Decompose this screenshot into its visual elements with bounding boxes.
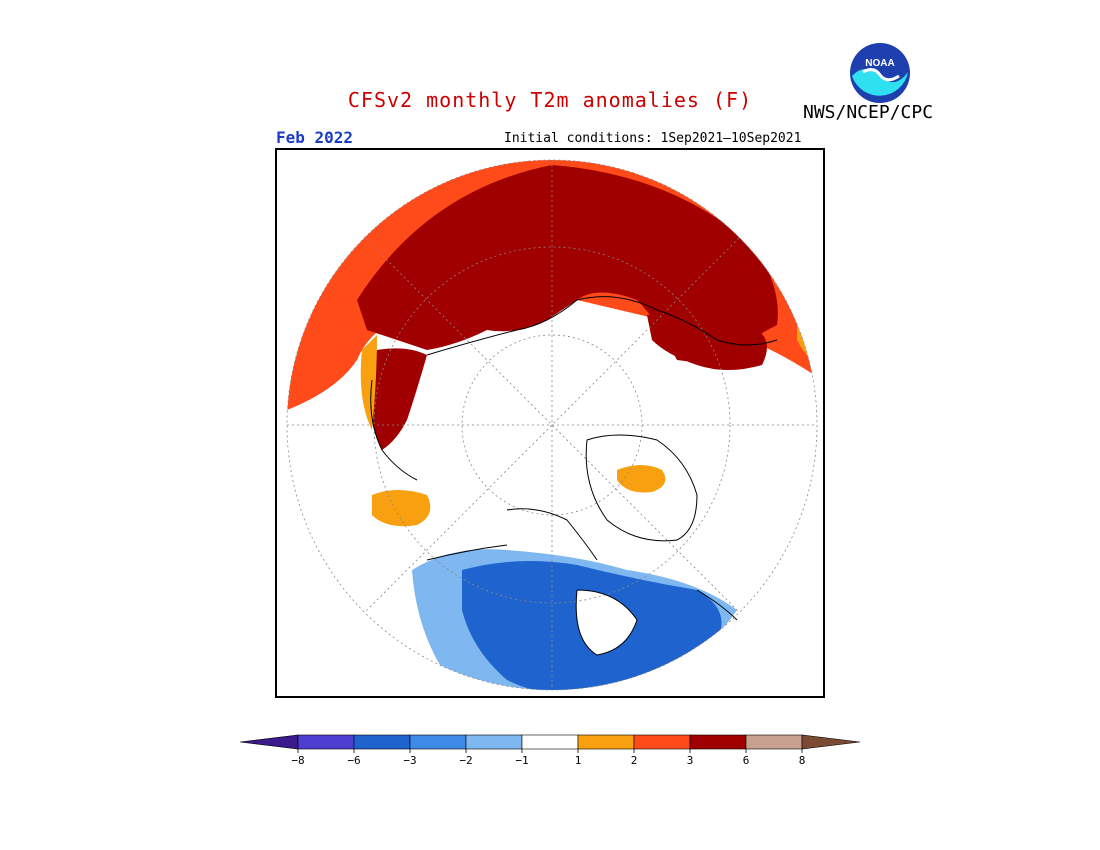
colorbar-tick-label: −8 [291,754,304,767]
anomaly-region-europe-orange [360,335,377,430]
anomaly-region-greenland-orange [617,465,666,493]
initial-conditions-label: Initial conditions: 1Sep2021—10Sep2021 [504,131,802,146]
colorbar-tick-label: 6 [743,754,750,767]
colorbar-tick-label: −2 [459,754,472,767]
agency-label: NWS/NCEP/CPC [803,102,934,123]
forecast-month: Feb 2022 [276,128,354,147]
colorbar-tick-label: −6 [347,754,360,767]
colorbar-bin [577,734,635,750]
colorbar-bin [297,734,355,750]
colorbar-bin [465,734,523,750]
colorbar-bin [745,734,803,750]
colorbar-bin [633,734,691,750]
colorbar-bin [689,734,747,750]
anomaly-region-hudson-white [576,590,637,655]
anomaly-region-siberia-darkred [647,313,767,370]
colorbar-tick-label: −3 [403,754,416,767]
colorbar-lower-arrow [239,734,299,750]
polar-map [275,148,825,698]
colorbar-bin [409,734,467,750]
colorbar-legend: −8 −6 −3 −2 −1 1 2 3 6 8 [238,732,862,772]
map-title: CFSv2 monthly T2m anomalies (F) [347,88,753,112]
anomaly-region-alaska-orange [372,490,431,527]
colorbar-tick-label: 3 [687,754,694,767]
colorbar-bin [521,734,579,750]
anomaly-region-europe-darkred [370,348,427,450]
noaa-logo: NOAA [849,42,911,104]
colorbar-tick-label: 2 [631,754,638,767]
colorbar-upper-arrow [801,734,861,750]
svg-text:NOAA: NOAA [865,58,894,69]
colorbar-tick-label: 1 [575,754,582,767]
colorbar-tick-label: −1 [515,754,528,767]
colorbar-tick-label: 8 [799,754,806,767]
colorbar-bin [353,734,411,750]
